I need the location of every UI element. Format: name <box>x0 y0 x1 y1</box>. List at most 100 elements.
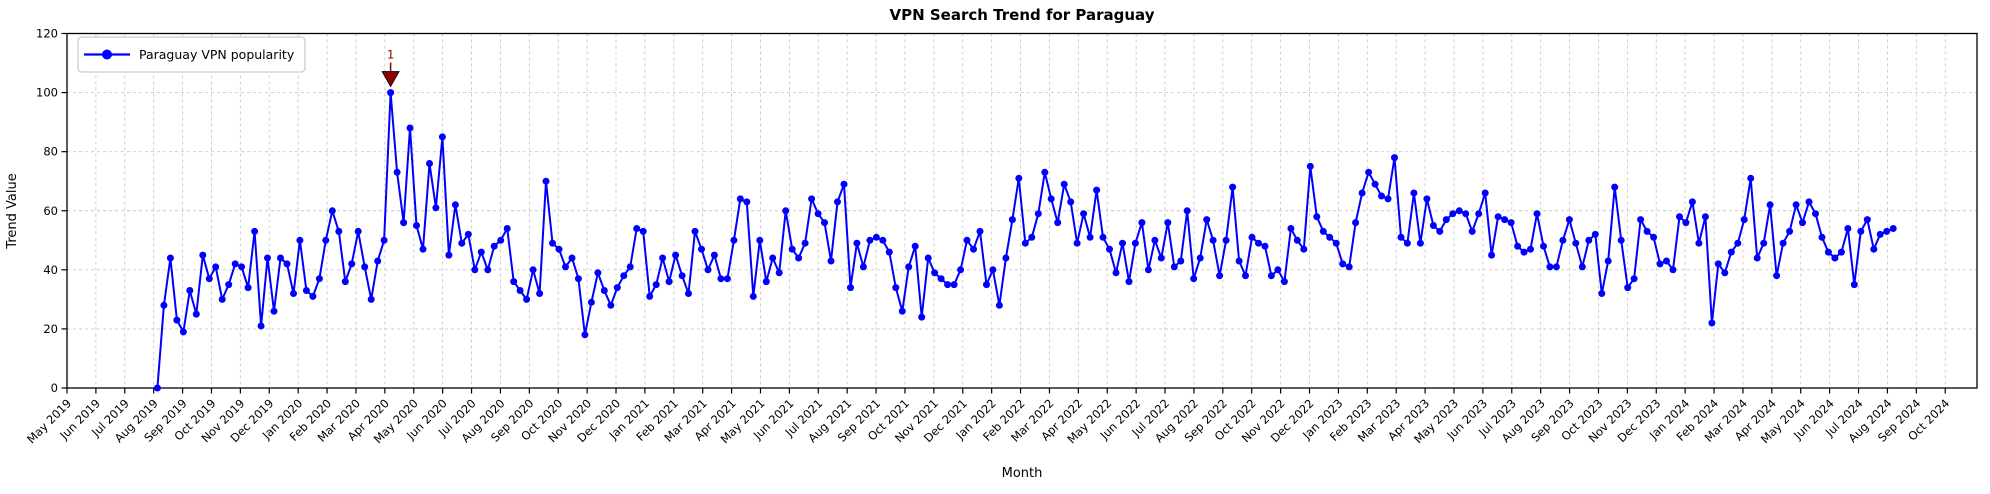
data-point <box>898 307 906 315</box>
y-tick-label: 100 <box>36 86 58 100</box>
data-point <box>1196 254 1204 262</box>
data-point <box>717 275 725 283</box>
data-point <box>367 295 375 303</box>
data-point <box>400 219 408 227</box>
data-point <box>432 204 440 212</box>
data-point <box>723 275 731 283</box>
data-point <box>1669 266 1677 274</box>
data-point <box>1099 233 1107 241</box>
data-point <box>1617 236 1625 244</box>
data-point <box>484 266 492 274</box>
data-point <box>1637 216 1645 224</box>
data-point <box>1552 263 1560 271</box>
data-point <box>1177 257 1185 265</box>
data-point <box>1403 239 1411 247</box>
data-point <box>1300 245 1308 253</box>
chart-title: VPN Search Trend for Paraguay <box>890 6 1155 24</box>
data-point <box>257 322 265 330</box>
data-point <box>918 313 926 321</box>
data-point <box>238 263 246 271</box>
data-point <box>795 254 803 262</box>
data-point <box>1119 239 1126 247</box>
data-point <box>497 236 505 244</box>
data-point <box>225 281 233 289</box>
data-point <box>1235 257 1243 265</box>
data-point <box>445 251 453 259</box>
data-point <box>853 239 861 247</box>
data-point <box>464 230 472 238</box>
y-tick-label: 120 <box>36 27 58 41</box>
data-point <box>1721 269 1729 277</box>
data-point <box>1449 210 1457 218</box>
y-tick-label: 20 <box>43 322 58 336</box>
data-point <box>205 275 213 283</box>
data-point <box>1695 239 1703 247</box>
data-point <box>1494 213 1502 221</box>
data-point <box>341 278 349 286</box>
data-point <box>179 328 187 336</box>
data-point <box>322 236 330 244</box>
data-point <box>1151 236 1159 244</box>
data-point <box>1786 227 1794 235</box>
data-point <box>1805 198 1813 206</box>
data-point <box>562 263 569 271</box>
legend-marker-icon <box>102 49 112 60</box>
data-point <box>458 239 466 247</box>
data-point <box>516 287 524 294</box>
data-point <box>944 281 952 289</box>
data-point <box>788 245 796 253</box>
data-point <box>743 198 751 206</box>
data-point <box>1203 216 1211 224</box>
data-point <box>1358 189 1366 197</box>
data-point <box>814 210 822 218</box>
data-point <box>1436 227 1444 235</box>
data-point <box>1106 245 1113 253</box>
data-point <box>1008 216 1016 224</box>
data-point <box>950 281 958 289</box>
data-series <box>153 89 1897 392</box>
data-point <box>1481 189 1489 197</box>
data-point <box>1410 189 1418 197</box>
data-point <box>328 207 336 215</box>
data-point <box>1688 198 1696 206</box>
data-point <box>451 201 459 209</box>
data-point <box>1520 248 1528 256</box>
data-point <box>1799 219 1806 227</box>
data-point <box>1073 239 1081 247</box>
data-point <box>775 269 783 277</box>
data-point <box>963 236 971 244</box>
data-point <box>730 236 738 244</box>
data-point <box>866 236 874 244</box>
y-tick-label: 60 <box>43 204 58 218</box>
data-point <box>1313 213 1321 221</box>
data-point <box>568 254 576 262</box>
data-point <box>989 266 997 274</box>
data-point <box>782 207 790 215</box>
data-point <box>354 227 362 235</box>
data-point <box>1397 233 1405 241</box>
data-point <box>529 266 537 274</box>
data-point <box>477 248 485 256</box>
data-point <box>1352 219 1360 227</box>
data-point <box>808 195 816 203</box>
data-point <box>1306 162 1314 170</box>
data-point <box>756 236 764 244</box>
data-point <box>1365 168 1373 176</box>
data-point <box>1002 254 1010 262</box>
data-point <box>1488 251 1496 259</box>
data-point <box>1274 266 1282 274</box>
data-point <box>361 263 369 271</box>
data-point <box>380 236 388 244</box>
data-point <box>1533 210 1541 218</box>
data-point <box>192 310 200 318</box>
data-point <box>1559 236 1567 244</box>
data-point <box>231 260 239 268</box>
data-point <box>173 316 181 324</box>
data-point <box>911 242 919 250</box>
data-point <box>426 160 433 167</box>
data-point <box>1060 180 1068 188</box>
data-point <box>685 290 692 297</box>
data-point <box>1747 174 1755 182</box>
data-point <box>283 260 291 268</box>
